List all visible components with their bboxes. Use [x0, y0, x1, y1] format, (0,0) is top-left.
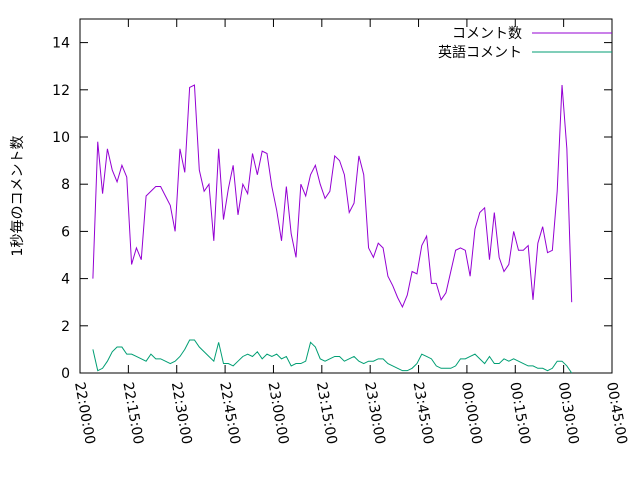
y-tick-label: 4 — [61, 272, 70, 288]
x-tick-label: 23:30:00 — [361, 381, 388, 446]
y-axis-label: 1秒毎のコメント数 — [10, 136, 26, 257]
x-tick-label: 22:45:00 — [216, 381, 243, 446]
y-tick-label: 0 — [61, 366, 70, 382]
x-tick-label: 23:15:00 — [313, 381, 340, 446]
line — [92, 84, 573, 309]
x-tick-label: 22:00:00 — [71, 381, 98, 446]
legend-label: コメント数 — [452, 26, 522, 42]
y-tick-label: 12 — [52, 83, 70, 99]
y-tick-label: 10 — [52, 130, 70, 146]
legend-label: 英語コメント — [438, 44, 522, 61]
x-tick-label: 23:00:00 — [265, 381, 292, 446]
x-tick-label: 00:00:00 — [458, 381, 485, 446]
y-tick-label: 2 — [61, 319, 70, 335]
line — [92, 339, 573, 374]
x-tick-label: 00:30:00 — [555, 381, 582, 446]
plot-border — [79, 18, 613, 374]
y-tick-label: 14 — [52, 36, 70, 52]
y-tick-label: 6 — [61, 224, 70, 240]
x-tick-label: 00:15:00 — [506, 381, 533, 446]
x-tick-label: 23:45:00 — [410, 381, 437, 446]
x-tick-label: 22:30:00 — [168, 381, 195, 446]
y-tick-label: 8 — [61, 177, 70, 193]
x-tick-label: 22:15:00 — [119, 381, 146, 446]
x-tick-label: 00:45:00 — [603, 381, 630, 446]
